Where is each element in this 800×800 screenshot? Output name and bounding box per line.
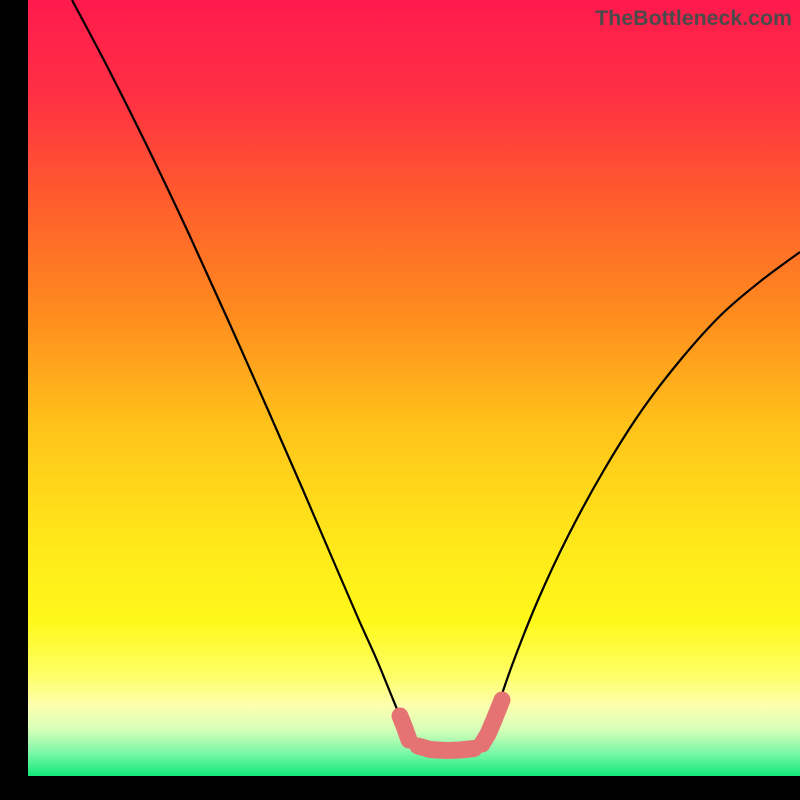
trough-marker-segment [418, 746, 474, 751]
watermark-text: TheBottleneck.com [595, 6, 792, 31]
trough-marker-segment [400, 716, 409, 740]
gradient-background [28, 0, 800, 776]
plot-area [28, 0, 800, 776]
chart-frame: TheBottleneck.com [0, 0, 800, 800]
bottleneck-curve-chart [28, 0, 800, 776]
